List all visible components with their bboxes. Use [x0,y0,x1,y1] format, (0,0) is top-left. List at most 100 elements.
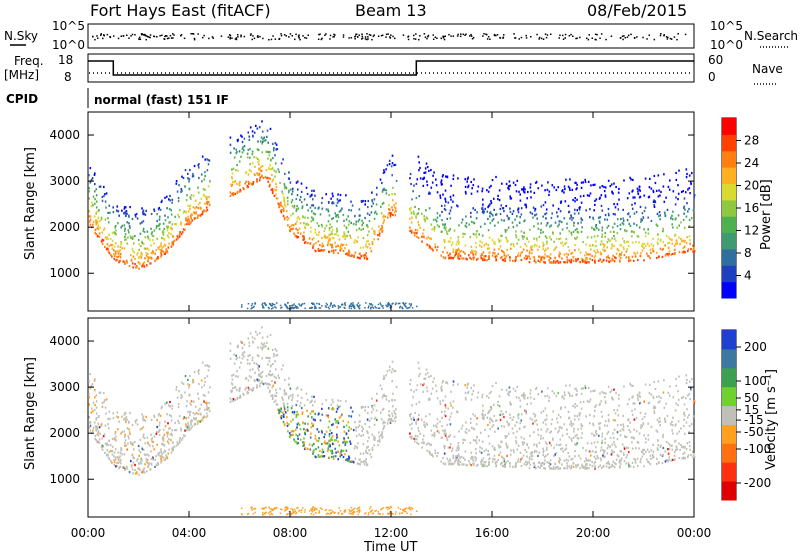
power-cell [193,206,195,208]
power-cell [327,236,329,238]
power-cell [590,248,592,250]
velocity-cell [566,433,568,435]
velocity-cell [459,464,461,466]
velocity-cell [171,419,173,421]
velocity-cell [280,408,282,410]
noise-dot [141,34,143,36]
power-cell [266,169,268,171]
velocity-cell [549,468,551,470]
power-cell [366,258,368,260]
power-cell [523,236,525,238]
velocity-cell [678,420,680,422]
power-cell [450,185,452,187]
power-cell [669,238,671,240]
power-cell [418,208,420,210]
power-cell [489,215,491,217]
velocity-cell [517,461,519,463]
power-cell [178,184,180,186]
power-cell [168,222,170,224]
velocity-cell [144,467,146,469]
power-cell [381,306,383,308]
power-cell [198,177,200,179]
power-cell [559,256,561,258]
velocity-cell [433,377,435,379]
power-cell [187,221,189,223]
power-cell [209,180,211,182]
velocity-cell [647,434,649,436]
y-tick-label: 4000 [49,128,80,142]
velocity-cell [574,403,576,405]
velocity-cell [513,451,515,453]
power-cell [430,169,432,171]
noise-dot [550,34,552,36]
velocity-cell [132,424,134,426]
velocity-cell [252,336,254,338]
velocity-cell [450,402,452,404]
velocity-cell [178,422,180,424]
velocity-cell [618,394,620,396]
velocity-cell [371,411,373,413]
noise-dot [329,38,331,40]
power-cell [628,245,630,247]
power-cell [691,217,693,219]
power-cell [623,223,625,225]
velocity-cell [343,426,345,428]
power-cell [297,232,299,234]
power-cell [438,226,440,228]
power-cell [166,226,168,228]
velocity-cell [396,386,398,388]
power-cell [204,178,206,180]
power-cell [562,244,564,246]
power-cell [248,131,250,133]
power-cell [578,231,580,233]
power-cell [523,189,525,191]
velocity-cell [633,429,635,431]
velocity-cell [281,417,283,419]
power-cell [561,221,563,223]
power-cell [185,219,187,221]
power-cell [619,259,621,261]
velocity-cell [132,454,134,456]
velocity-cell [311,426,313,428]
noise-dot [149,37,151,39]
velocity-cell [291,399,293,401]
power-cell [461,222,463,224]
velocity-cell [580,427,582,429]
power-cell [519,255,521,257]
power-cell [586,262,588,264]
power-cell [394,193,396,195]
velocity-cell [578,418,580,420]
power-cell [640,221,642,223]
velocity-cell [185,417,187,419]
power-cell [324,249,326,251]
noise-dot [403,34,405,36]
noise-dot [132,34,134,36]
velocity-cell [476,436,478,438]
velocity-cell [383,408,385,410]
velocity-cell [437,430,439,432]
power-cell [129,225,131,227]
velocity-cell [275,377,277,379]
velocity-cell [559,438,561,440]
power-cell [573,260,575,262]
velocity-cell [272,349,274,351]
power-cell [684,209,686,211]
noise-dot [435,37,437,39]
velocity-cell [128,437,130,439]
power-cell [312,219,314,221]
velocity-cell [473,464,475,466]
power-cell [262,141,264,143]
velocity-cell [274,376,276,378]
power-cell [301,305,303,307]
power-cell [541,185,543,187]
power-cell [410,305,412,307]
power-cell [98,209,100,211]
velocity-cell [680,427,682,429]
noise-dot [237,36,239,38]
power-cell [265,151,267,153]
velocity-cell [434,435,436,437]
velocity-cell [134,464,136,466]
velocity-cell [668,392,670,394]
power-cell [272,167,274,169]
